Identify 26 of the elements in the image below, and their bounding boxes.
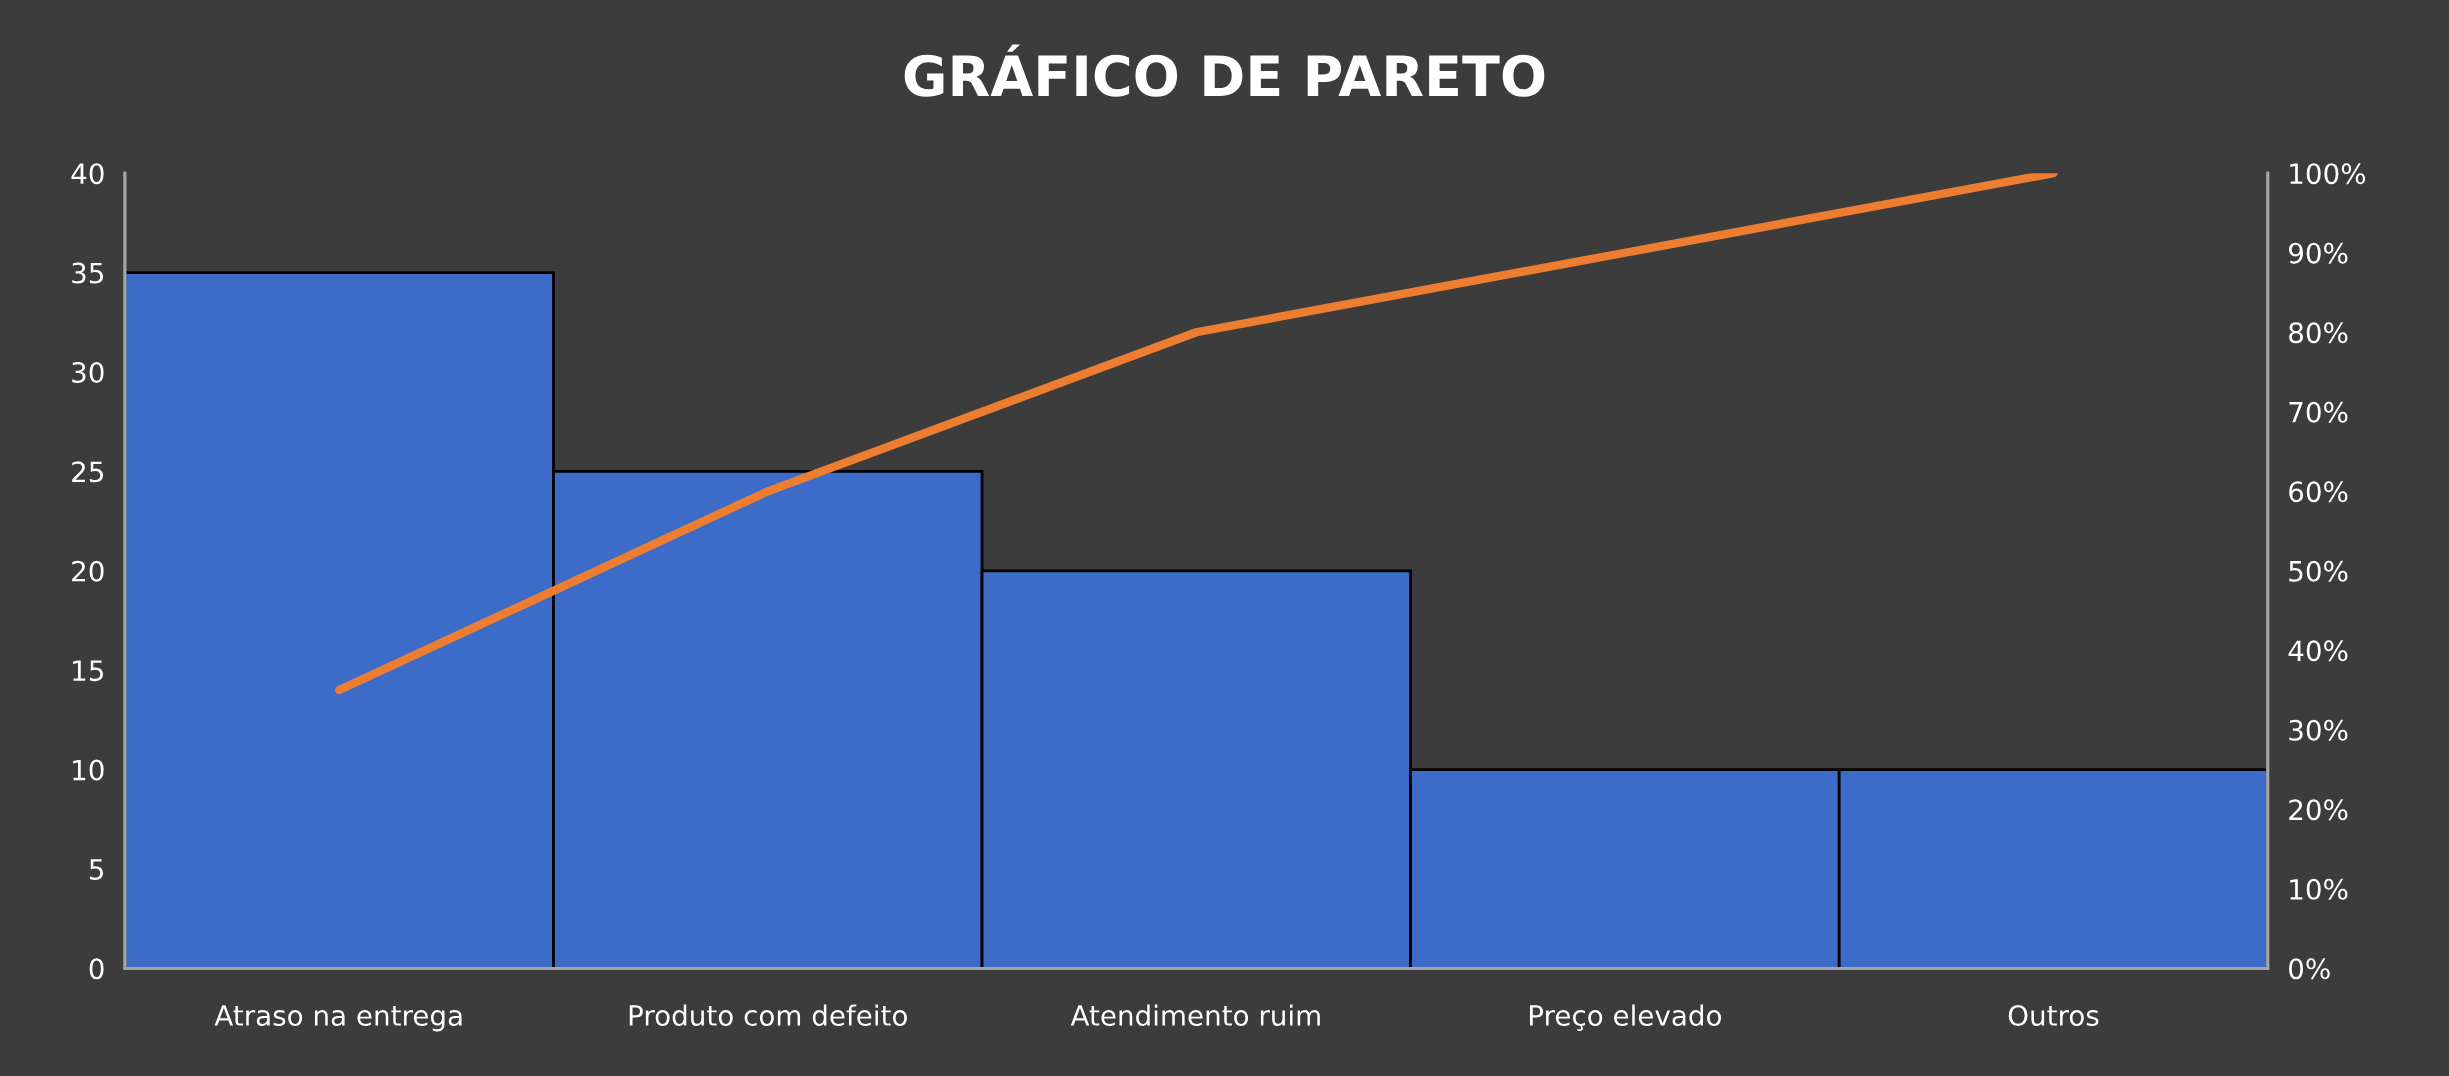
y-tick-label: 25	[72, 461, 104, 483]
y2-tick-label: 60%	[2289, 481, 2348, 503]
x-tick-label: Produto com defeito	[629, 1004, 907, 1027]
y-tick-label: 15	[73, 660, 104, 682]
y-tick-label: 0	[89, 958, 104, 980]
y-tick-label: 20	[72, 560, 104, 582]
y-tick-label: 10	[73, 759, 104, 781]
x-tick-label: Atendimento ruim	[1070, 1004, 1320, 1027]
y2-tick-label: 100%	[2290, 163, 2366, 185]
y-tick-label: 40	[71, 163, 104, 185]
x-tick-label: Preço elevado	[1530, 1004, 1721, 1031]
y2-tick-label: 70%	[2289, 401, 2348, 423]
y2-tick-label: 10%	[2290, 878, 2348, 900]
y2-tick-label: 30%	[2289, 719, 2348, 741]
y-tick-label: 35	[72, 262, 104, 284]
y2-tick-label: 0%	[2289, 958, 2330, 980]
y2-tick-label: 50%	[2289, 560, 2348, 582]
y2-tick-label: 40%	[2288, 640, 2348, 662]
x-tick-label: Outros	[2008, 1005, 2099, 1027]
x-tick-label: Atraso na entrega	[214, 1005, 462, 1032]
y-tick-label: 30	[72, 361, 104, 383]
y2-tick-label: 90%	[2288, 242, 2348, 264]
y2-tick-label: 80%	[2289, 322, 2348, 344]
y-tick-label: 5	[89, 859, 104, 880]
y2-tick-label: 20%	[2289, 799, 2348, 821]
chart-title: GRÁFICO DE PARETO	[904, 44, 1545, 97]
